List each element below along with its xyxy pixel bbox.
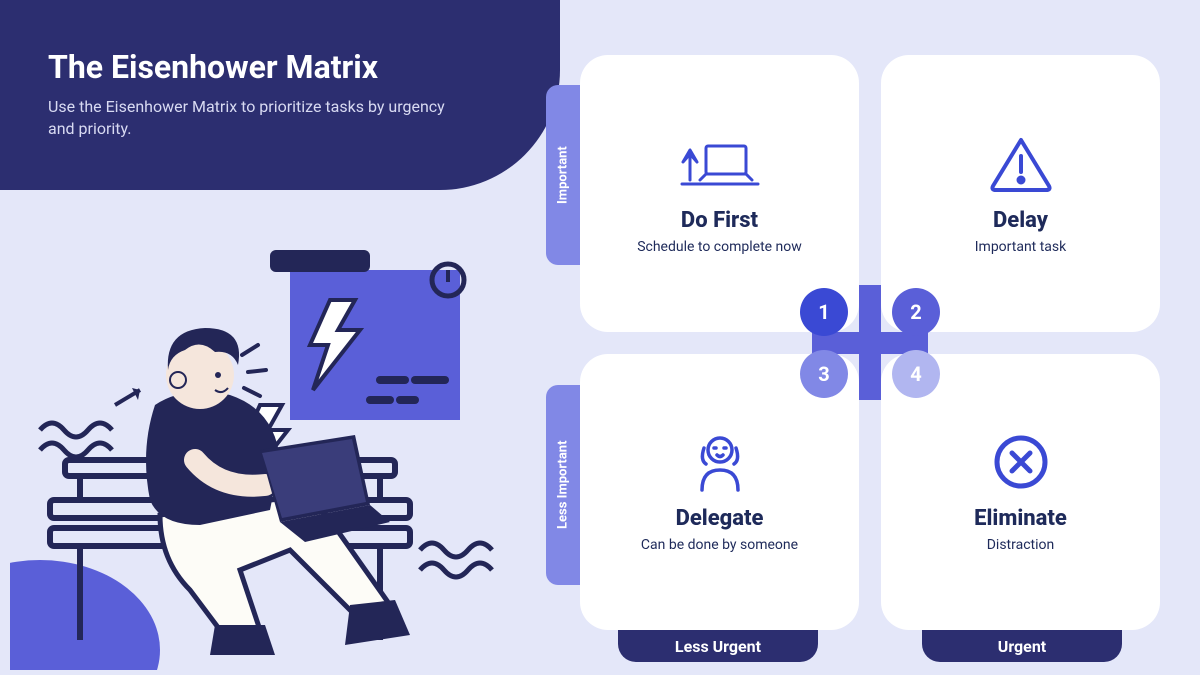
quadrant-title: Do First bbox=[681, 208, 758, 233]
quadrant-badge-3: 3 bbox=[800, 350, 848, 398]
axis-label-important: Important bbox=[546, 85, 580, 265]
warning-icon bbox=[989, 132, 1053, 196]
quadrant-subtitle: Distraction bbox=[987, 537, 1055, 553]
person-icon bbox=[692, 430, 748, 494]
eisenhower-matrix: Important Less Important Less Urgent Urg… bbox=[580, 55, 1160, 630]
quadrant-subtitle: Can be done by someone bbox=[641, 537, 798, 553]
header: The Eisenhower Matrix Use the Eisenhower… bbox=[0, 0, 560, 190]
laptop-tree-icon bbox=[680, 132, 760, 196]
axis-label-less-important: Less Important bbox=[546, 385, 580, 585]
quadrant-subtitle: Schedule to complete now bbox=[637, 239, 802, 255]
quadrant-badge-4: 4 bbox=[892, 350, 940, 398]
hero-illustration bbox=[10, 250, 530, 670]
page-title: The Eisenhower Matrix bbox=[48, 48, 520, 86]
page-subtitle: Use the Eisenhower Matrix to prioritize … bbox=[48, 96, 448, 141]
quadrant-title: Delay bbox=[993, 208, 1048, 233]
quadrant-badge-2: 2 bbox=[892, 288, 940, 336]
quadrant-title: Delegate bbox=[676, 506, 764, 531]
x-circle-icon bbox=[993, 430, 1049, 494]
quadrant-subtitle: Important task bbox=[975, 239, 1067, 255]
quadrant-badge-1: 1 bbox=[800, 288, 848, 336]
quadrant-title: Eliminate bbox=[974, 506, 1067, 531]
